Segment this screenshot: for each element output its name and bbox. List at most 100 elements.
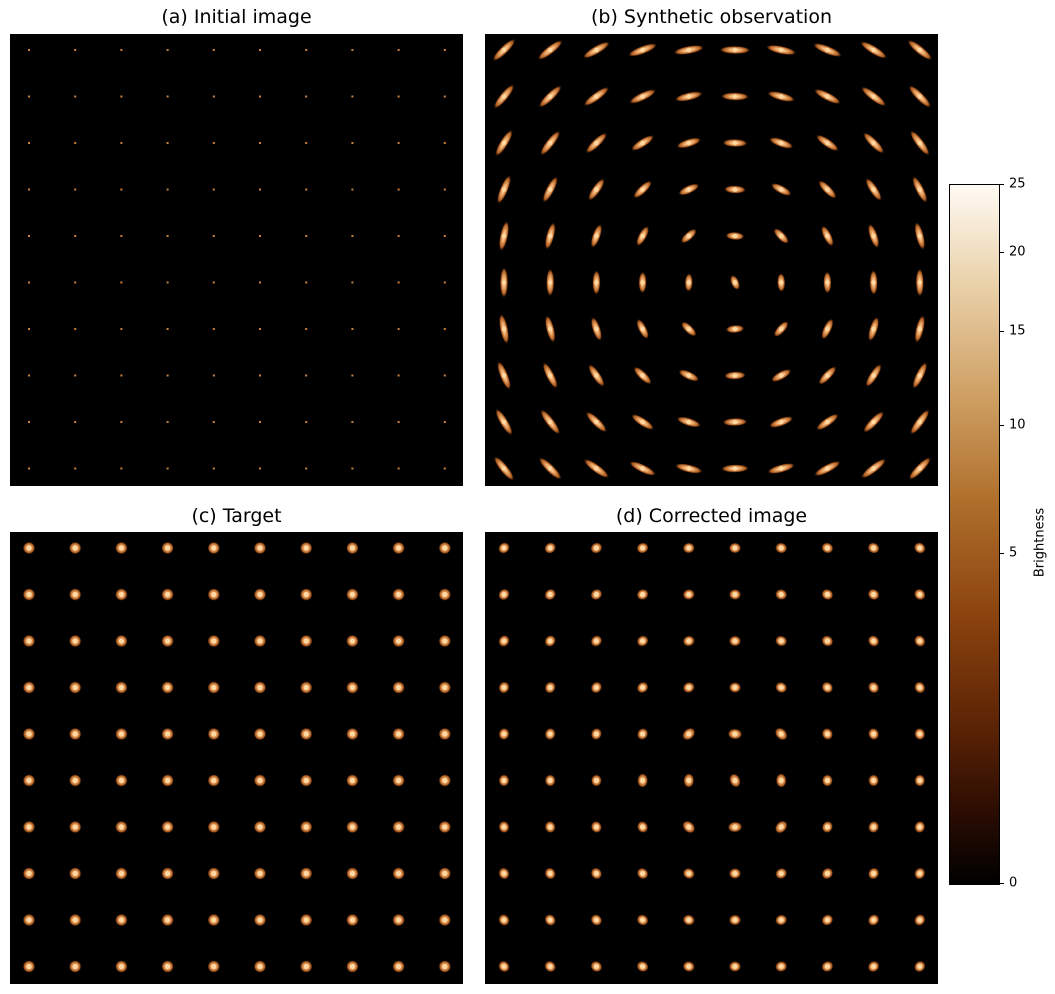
distorted-star — [636, 318, 649, 340]
target-star — [299, 774, 313, 787]
target-star — [253, 913, 267, 927]
corrected-star — [913, 542, 926, 554]
distorted-star — [538, 84, 563, 109]
distorted-star — [765, 44, 797, 56]
distorted-star — [725, 324, 745, 334]
target-star — [161, 634, 175, 648]
corrected-star — [682, 635, 696, 647]
distorted-star — [674, 91, 704, 102]
corrected-star — [821, 914, 834, 926]
target-star — [392, 681, 406, 694]
distorted-star — [908, 84, 932, 109]
target-star — [207, 681, 221, 694]
distorted-star — [720, 92, 750, 101]
corrected-star — [682, 914, 696, 926]
corrected-star — [544, 820, 556, 834]
corrected-star — [914, 727, 926, 741]
corrected-star — [544, 681, 556, 694]
point-source — [443, 374, 446, 377]
distorted-star — [537, 39, 564, 61]
corrected-star — [590, 727, 603, 741]
target-star — [68, 913, 82, 927]
target-star — [253, 774, 267, 787]
panel-synthetic-observation — [485, 34, 938, 486]
target-star — [68, 634, 82, 648]
corrected-star — [775, 773, 787, 788]
corrected-star — [867, 727, 880, 741]
point-source — [28, 328, 30, 330]
point-source — [28, 421, 30, 423]
target-star — [207, 588, 221, 601]
target-star — [22, 913, 36, 927]
target-star — [438, 588, 452, 601]
target-star — [345, 588, 359, 601]
point-source — [351, 49, 354, 51]
target-star — [22, 681, 36, 694]
target-star — [253, 960, 267, 973]
corrected-star — [590, 914, 603, 926]
target-star — [114, 960, 128, 973]
distorted-star — [630, 413, 655, 431]
target-star — [392, 960, 406, 973]
point-source — [259, 188, 261, 191]
target-star — [161, 588, 175, 601]
point-source — [305, 235, 308, 237]
distorted-star — [719, 45, 751, 55]
corrected-star — [590, 820, 603, 834]
point-source — [443, 188, 446, 191]
point-source — [305, 95, 308, 98]
corrected-star — [867, 820, 880, 834]
point-source — [212, 142, 215, 144]
corrected-star — [729, 773, 741, 788]
distorted-star — [684, 273, 694, 292]
distorted-star — [770, 368, 792, 383]
corrected-star — [727, 821, 743, 833]
corrected-star — [544, 774, 556, 787]
point-source — [74, 328, 77, 330]
distorted-star — [633, 180, 653, 199]
corrected-star — [636, 820, 649, 834]
distorted-star — [590, 223, 603, 249]
point-source — [166, 235, 169, 237]
point-source — [305, 142, 308, 144]
distorted-star — [633, 366, 653, 385]
target-star — [161, 960, 175, 973]
target-star — [392, 588, 406, 601]
corrected-star — [498, 774, 510, 787]
point-source — [166, 281, 169, 284]
point-source — [212, 188, 215, 191]
panel-b-title: (b) Synthetic observation — [590, 6, 833, 28]
distorted-star — [539, 130, 561, 156]
target-star — [161, 774, 175, 787]
colorbar-tick — [999, 252, 1004, 253]
distorted-star — [544, 314, 556, 344]
point-source — [351, 374, 354, 377]
distorted-star — [821, 318, 834, 340]
target-star — [207, 727, 221, 741]
corrected-star — [867, 774, 880, 787]
target-star — [207, 960, 221, 973]
target-star — [345, 727, 359, 741]
point-source — [74, 421, 77, 423]
target-star — [392, 727, 406, 741]
corrected-star — [682, 542, 696, 554]
distorted-star — [867, 223, 880, 249]
colorbar-tick — [999, 331, 1004, 332]
corrected-star — [544, 913, 557, 927]
colorbar: 0 5 10 15 20 25 — [949, 177, 1026, 891]
target-star — [207, 541, 221, 555]
distorted-star — [492, 38, 516, 62]
corrected-star — [590, 635, 603, 647]
distorted-star — [817, 179, 837, 200]
target-star — [207, 820, 221, 834]
point-source — [305, 49, 308, 51]
point-source — [74, 49, 77, 51]
distorted-star — [592, 269, 601, 296]
point-source — [120, 235, 123, 237]
distorted-star — [722, 138, 748, 148]
point-source — [120, 374, 123, 377]
corrected-star — [544, 634, 557, 648]
distorted-star — [862, 410, 885, 434]
point-source — [120, 281, 123, 284]
target-star — [161, 867, 175, 880]
